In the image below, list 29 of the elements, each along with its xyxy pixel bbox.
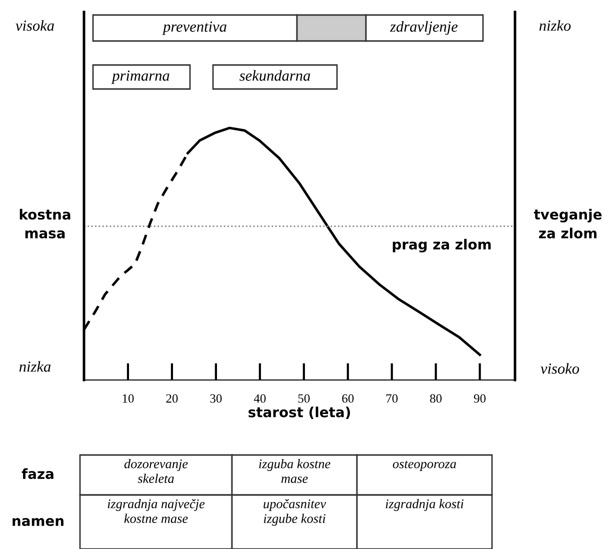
x-tick-label: 30	[210, 394, 222, 403]
x-tick-label: 10	[122, 394, 134, 403]
text: izgradnja kosti	[386, 499, 464, 511]
x-axis-title: starost (leta)	[248, 406, 350, 419]
x-tick-label: 70	[386, 394, 398, 403]
text: zdravljenje	[390, 21, 458, 35]
x-tick-label: 50	[298, 394, 310, 403]
text: izgradnja največje kostne mase	[108, 499, 205, 524]
x-tick-label: 90	[474, 394, 486, 403]
text: visoka	[16, 20, 54, 31]
x-tick-label: 60	[342, 394, 354, 403]
text: sekundarna	[240, 70, 310, 81]
text: faza	[22, 468, 54, 480]
ref-line-label: prag za zlom	[392, 238, 491, 252]
x-tick-label: 20	[166, 394, 178, 403]
text: nizko	[539, 20, 571, 31]
text: namen	[12, 518, 64, 526]
text: primarna	[111, 70, 170, 84]
x-tick-label: 40	[254, 394, 266, 403]
y2-axis-title: tveganje za zlom	[534, 208, 602, 238]
text: upočasnitev izgube kosti	[264, 499, 326, 526]
text: izguba kostne mase	[259, 459, 330, 484]
text: dozorevanje skeleta	[124, 459, 188, 484]
x-tick-label: 80	[430, 394, 442, 403]
text: nizka	[19, 361, 51, 372]
text: preventiva	[162, 22, 226, 35]
text: visoko	[540, 363, 580, 374]
text: osteoporoza	[392, 460, 456, 471]
y-axis-title: kostna masa	[20, 208, 70, 238]
